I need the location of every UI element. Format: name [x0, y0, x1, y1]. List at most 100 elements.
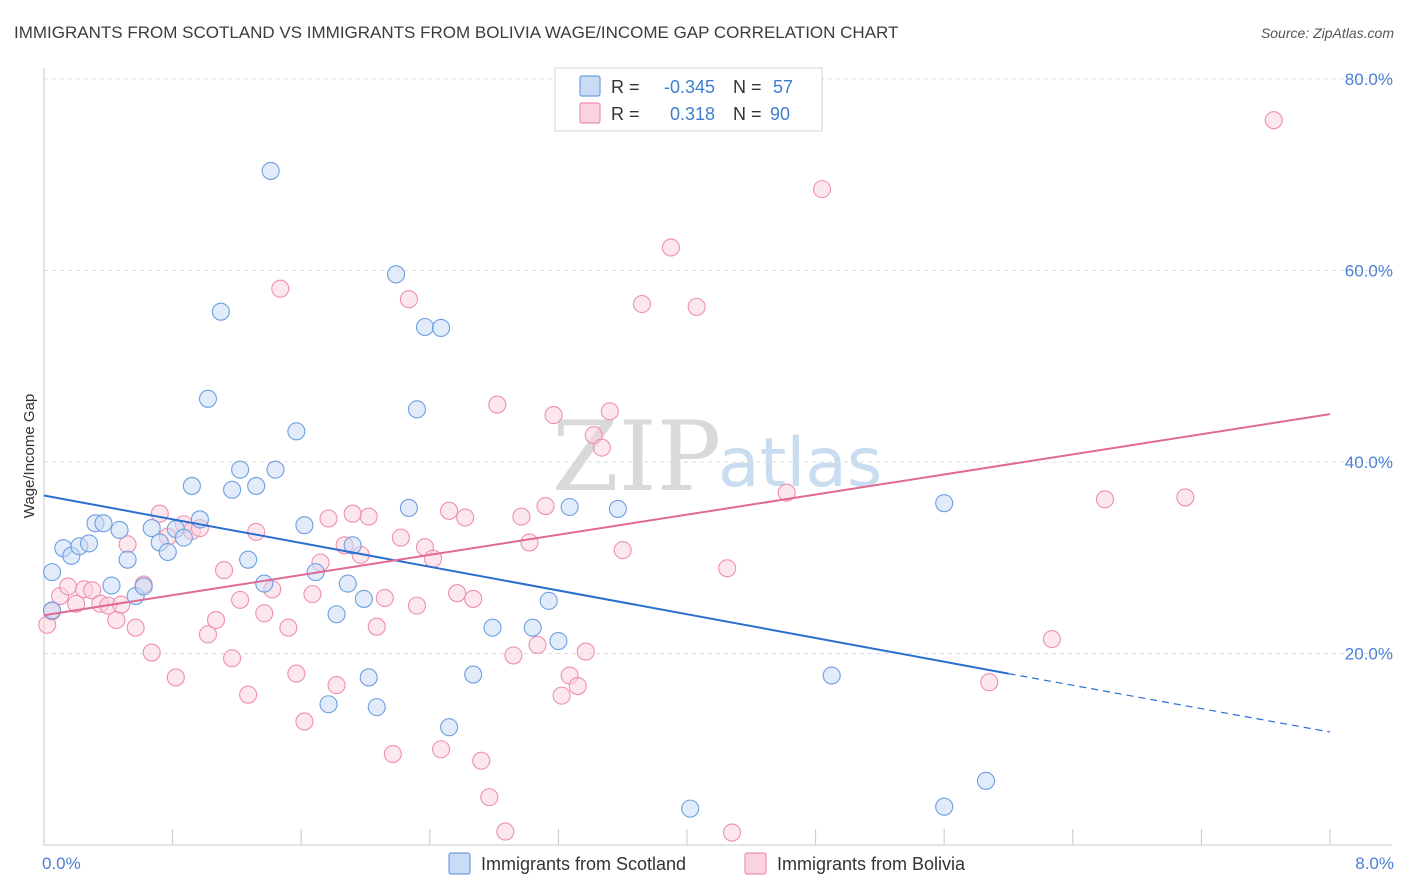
bottom-legend-swatch-scotland[interactable]	[448, 852, 471, 875]
bolivia-point	[391, 528, 410, 547]
scotland-point	[198, 389, 218, 408]
watermark-zip: ZIP	[552, 401, 721, 513]
bolivia-point	[126, 618, 145, 637]
bolivia-point	[107, 610, 126, 630]
bolivia-point	[59, 577, 78, 596]
scotland-point	[359, 668, 378, 687]
scotland-point	[483, 618, 502, 637]
trend-lines	[43, 413, 1331, 733]
bolivia-trend-line	[43, 413, 1331, 617]
bolivia-point	[319, 509, 338, 528]
bolivia-point	[613, 541, 632, 560]
bolivia-point	[456, 508, 475, 527]
legend-n-label-bolivia: N =	[733, 104, 762, 124]
chart-title: IMMIGRANTS FROM SCOTLAND VS IMMIGRANTS F…	[14, 23, 898, 42]
bolivia-point	[980, 673, 999, 692]
scotland-point	[42, 563, 62, 582]
legend-swatch-bolivia	[579, 102, 601, 124]
bolivia-point	[198, 625, 218, 644]
bolivia-point	[407, 596, 426, 615]
bolivia-point	[279, 618, 298, 637]
axes	[43, 68, 1392, 846]
y-tick-label: 80.0%	[1345, 70, 1393, 89]
scotland-point	[110, 520, 129, 540]
bottom-legend-label-scotland[interactable]: Immigrants from Scotland	[481, 854, 686, 874]
bolivia-point	[472, 751, 491, 770]
scotland-point	[94, 514, 113, 533]
scotland-point	[935, 797, 954, 816]
x-tick-label-min: 0.0%	[42, 854, 81, 873]
bottom-legend-swatch-bolivia[interactable]	[744, 852, 767, 875]
y-tick-label: 60.0%	[1345, 262, 1393, 281]
bolivia-point	[432, 740, 451, 759]
scotland-point	[407, 400, 426, 419]
bolivia-point	[632, 294, 652, 314]
bottom-legend: Immigrants from Scotland Immigrants from…	[448, 852, 966, 875]
scotland-point	[102, 576, 121, 595]
watermark: ZIP atlas	[552, 401, 882, 513]
scotland-point	[142, 519, 161, 538]
legend-r-label-scotland: R =	[611, 77, 640, 97]
series-scotland-points	[42, 161, 996, 818]
bolivia-point	[440, 501, 459, 520]
scotland-point	[440, 718, 459, 737]
y-tick-label: 20.0%	[1345, 645, 1393, 664]
scotland-point	[158, 542, 177, 562]
bolivia-point	[142, 643, 161, 662]
bolivia-point	[576, 642, 595, 661]
bolivia-point	[1042, 630, 1061, 649]
scotland-point	[523, 618, 542, 637]
bolivia-point	[239, 685, 258, 704]
bolivia-point	[1264, 111, 1283, 130]
bolivia-point	[504, 646, 523, 665]
scotland-point	[338, 574, 357, 593]
bolivia-point	[166, 668, 185, 687]
bolivia-point	[718, 559, 737, 578]
bolivia-point	[568, 677, 587, 696]
legend-n-value-scotland: 57	[773, 77, 793, 97]
bolivia-point	[359, 507, 378, 526]
scotland-point	[295, 516, 314, 535]
scotland-point	[266, 460, 285, 479]
bolivia-point	[661, 238, 680, 257]
scotland-point	[681, 799, 700, 818]
y-tick-label: 40.0%	[1345, 453, 1393, 472]
bolivia-point	[375, 588, 394, 608]
x-tick-marks	[172, 829, 1331, 845]
bolivia-point	[777, 483, 796, 502]
bolivia-point	[536, 496, 555, 516]
bolivia-point	[488, 395, 507, 414]
bolivia-point	[528, 635, 547, 654]
bolivia-point	[343, 504, 362, 523]
bolivia-point	[206, 610, 226, 630]
scotland-point	[464, 665, 483, 684]
bolivia-point	[480, 788, 499, 807]
bolivia-point	[812, 180, 832, 199]
bolivia-point	[303, 585, 322, 604]
x-tick-label-max: 8.0%	[1355, 854, 1394, 873]
legend: R = -0.345 N = 57 R = 0.318 N = 90	[554, 67, 823, 132]
legend-r-label-bolivia: R =	[611, 104, 640, 124]
bolivia-point	[271, 279, 290, 298]
scotland-point	[255, 574, 274, 593]
bolivia-point	[255, 604, 274, 623]
bolivia-point	[231, 590, 250, 609]
scotland-point	[560, 497, 579, 517]
scotland-point	[231, 460, 250, 479]
legend-n-label-scotland: N =	[733, 77, 762, 97]
scotland-point	[822, 666, 841, 685]
scotland-point	[386, 265, 406, 284]
scotland-point	[319, 695, 338, 714]
bolivia-point	[67, 594, 86, 613]
scotland-trend-line	[43, 494, 1009, 675]
bolivia-point	[600, 402, 619, 421]
bolivia-point	[287, 664, 306, 683]
scotland-point	[415, 317, 435, 337]
bolivia-point	[1095, 490, 1114, 509]
scotland-point	[367, 698, 386, 717]
bottom-legend-label-bolivia[interactable]: Immigrants from Bolivia	[777, 854, 966, 874]
bolivia-point	[448, 584, 467, 603]
bolivia-point	[592, 438, 611, 457]
scotland-point	[134, 577, 153, 596]
